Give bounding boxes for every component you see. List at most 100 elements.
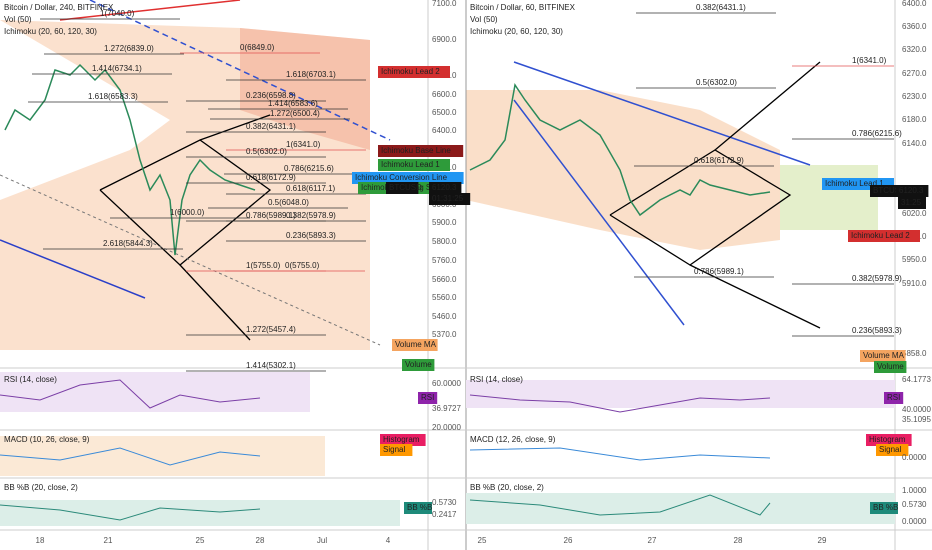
fib-label: 0(6849.0): [240, 43, 275, 52]
pane-tag-box: [870, 502, 898, 514]
date-label: 4: [386, 536, 391, 545]
price-tag: 6120.3: [899, 186, 924, 195]
date-label: 25: [196, 536, 205, 545]
trend-line: [89, 0, 391, 141]
date-label: 21: [104, 536, 113, 545]
price-tag-box: [386, 182, 419, 194]
cloud: [466, 90, 780, 250]
price-line: [4, 63, 256, 256]
price-tag-box: [896, 185, 929, 197]
price-tag-box: [378, 66, 450, 78]
pane-title: RSI (14, close): [4, 375, 57, 384]
bb-axis-label: 0.5730: [902, 500, 927, 509]
trend-line: [0, 239, 146, 299]
pane-tag-box: [380, 434, 426, 446]
fib-label: 1(6000.0): [170, 208, 205, 217]
price-tag: 6120.3: [432, 183, 457, 192]
fib-label: 0.618(6172.9): [694, 156, 744, 165]
bb-axis-label: 0.0000: [902, 517, 927, 526]
indicator-label: Ichimoku (20, 60, 120, 30): [4, 27, 97, 36]
fib-label: 0.786(5989.1): [694, 267, 744, 276]
pane-dividers: [0, 367, 932, 531]
price-line: [469, 83, 771, 217]
price-tag: 01:31:25: [432, 194, 464, 203]
fib-label: 0.382(5978.9): [852, 274, 902, 283]
cloud: [240, 28, 370, 150]
rsi-axis-label: 36.9727: [432, 404, 461, 413]
trend-line: [59, 0, 241, 21]
fib-label: 1.414(5302.1): [246, 361, 296, 370]
fib-label: 0.618(6172.9): [246, 173, 296, 182]
price-axis-label: 5910.0: [902, 279, 927, 288]
fib-label: 0.236(5893.3): [852, 326, 902, 335]
indicator-label: Vol (50): [4, 15, 32, 24]
date-label: 27: [648, 536, 657, 545]
price-tag: Volume: [405, 360, 432, 369]
trend-line: [689, 264, 821, 329]
indicator-label: Ichimoku (20, 60, 120, 30): [470, 27, 563, 36]
fib-label: 0(5755.0): [285, 261, 320, 270]
price-tag-box: [848, 230, 920, 242]
pane-title: BB %B (20, close, 2): [470, 483, 544, 492]
price-axis-label: 6500.0: [432, 108, 457, 117]
price-tag: Ichimoku Lead 2: [381, 67, 440, 76]
rsi-axis-label: 20.0000: [432, 423, 461, 432]
indicator-label: Vol (50): [470, 15, 498, 24]
bb-axis-label: 1.0000: [902, 486, 927, 495]
price-tag-box: [898, 197, 926, 209]
chart-title: Bitcoin / Dollar, 60, BITFINEX: [470, 3, 576, 12]
price-tag-box: [429, 193, 471, 205]
pane-title: MACD (10, 26, close, 9): [4, 435, 90, 444]
pane-tag-box: [404, 502, 432, 514]
trend-line: [513, 61, 811, 166]
price-axis-label: 5800.0: [432, 237, 457, 246]
price-axis-label: 5900.0: [432, 218, 457, 227]
fib-label: 0.382(6431.1): [696, 3, 746, 12]
price-tag: Ichimoku Lead 2: [851, 231, 910, 240]
pane-tag: Signal: [383, 445, 405, 454]
price-tag-box: [378, 159, 450, 171]
price-tag-box: [870, 185, 903, 197]
pane-tag-box: [380, 444, 413, 456]
pane-tag: Signal: [879, 445, 901, 454]
price-axis-label: 7100.0: [432, 0, 457, 8]
fib-label: 0.236(5893.3): [286, 231, 336, 240]
price-axis-label: 5460.0: [432, 312, 457, 321]
fib-label: 1(6341.0): [286, 140, 321, 149]
price-tag: BTCUSD: [389, 183, 422, 192]
fib-label: 1.618(6703.1): [286, 70, 336, 79]
price-axis-label: 5760.0: [432, 256, 457, 265]
price-tag-box: [874, 361, 907, 373]
price-tag-box: [392, 339, 438, 351]
trend-line: [179, 264, 251, 341]
fib-label: 0.618(6117.1): [286, 184, 336, 193]
macd-bg: [0, 436, 325, 476]
fib-label: 1(5755.0): [246, 261, 281, 270]
pane-tag: RSI: [421, 393, 434, 402]
bb-band: [0, 500, 400, 526]
bb-band: [466, 493, 895, 524]
pane-tag-box: [876, 444, 909, 456]
date-label: 29: [818, 536, 827, 545]
macd-line: [0, 447, 261, 466]
fib-label: 0.786(5989.1): [246, 211, 296, 220]
price-axis-label: 6900.0: [432, 35, 457, 44]
fib-label: 0.382(6431.1): [246, 122, 296, 131]
pane-tag: BB %B: [873, 503, 898, 512]
price-axis-label: 6230.0: [902, 92, 927, 101]
fib-label: 0.5(6302.0): [696, 78, 737, 87]
date-label: 26: [564, 536, 573, 545]
price-tag: Ichimoku Conversion Line: [355, 173, 448, 182]
fib-label: 0.5(6048.0): [268, 198, 309, 207]
cloud: [780, 165, 878, 230]
price-axis-label: 6180.0: [902, 115, 927, 124]
fib-label: 1(6341.0): [852, 56, 887, 65]
price-tag: 31:25: [901, 198, 922, 207]
pane-title: MACD (12, 26, close, 9): [470, 435, 556, 444]
rsi-line: [469, 394, 771, 413]
pane-tag-box: [866, 434, 912, 446]
diamond: [99, 139, 272, 266]
date-label: 28: [256, 536, 265, 545]
price-axis-label: 6270.0: [902, 69, 927, 78]
price-axis-label: 6600.0: [432, 90, 457, 99]
